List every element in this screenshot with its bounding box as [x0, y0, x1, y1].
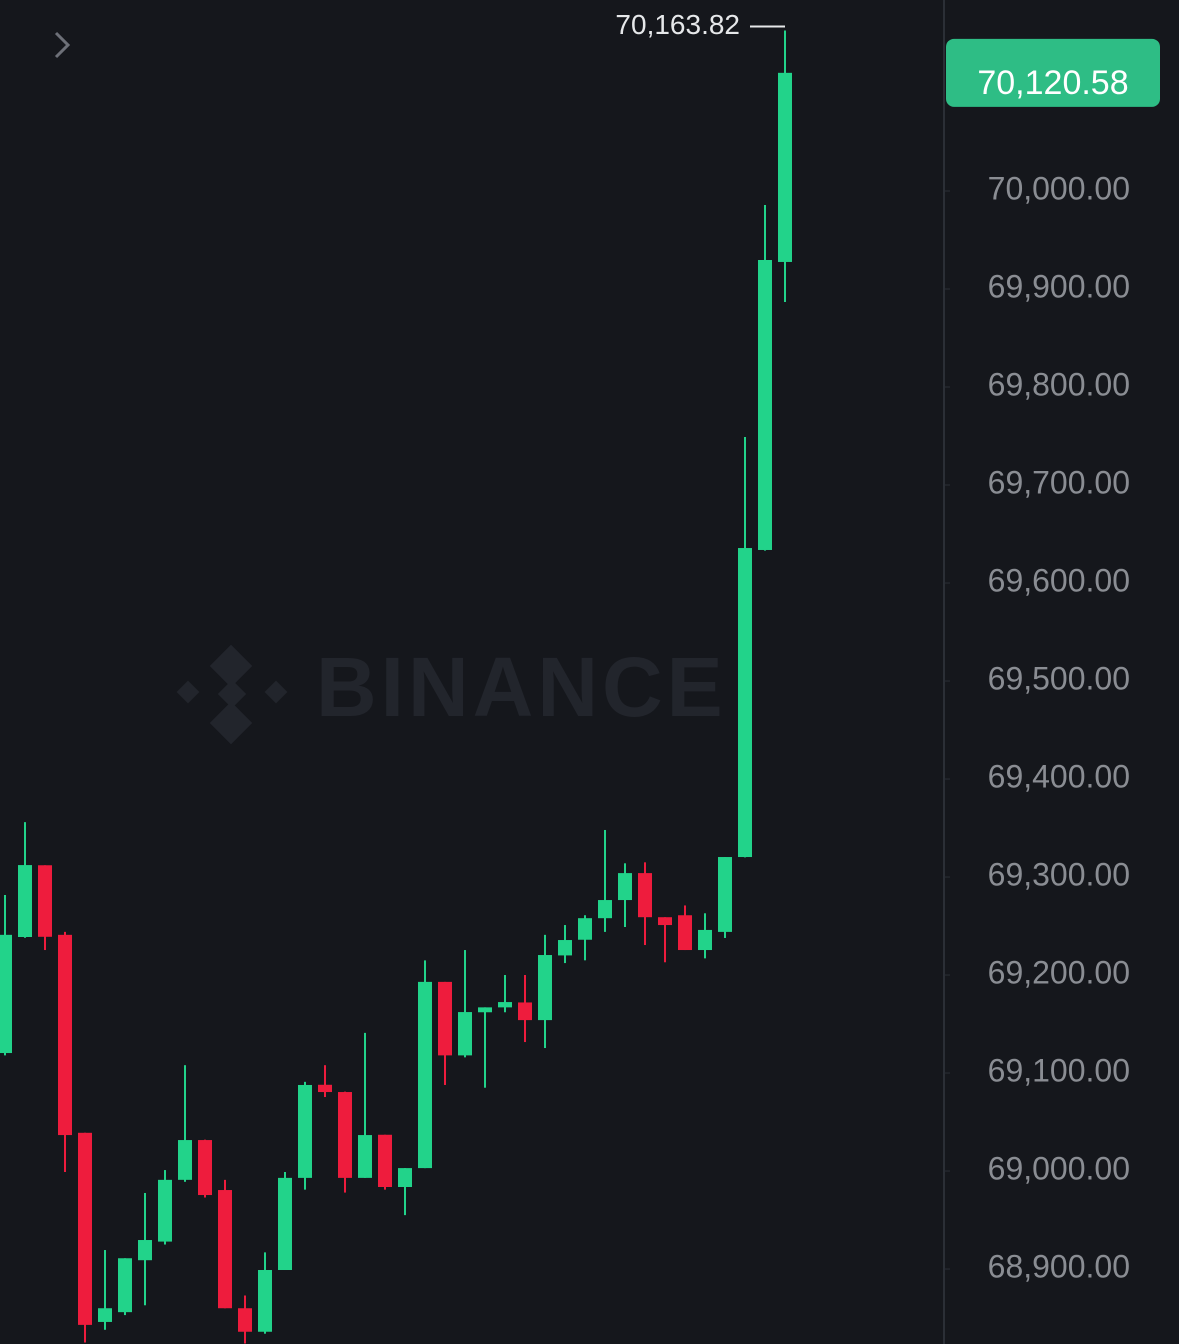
candle-body [318, 1084, 332, 1093]
y-tick-label: 69,200.00 [988, 954, 1130, 990]
candle-body [478, 1007, 492, 1013]
candle-body [438, 981, 452, 1056]
candle-body [298, 1084, 312, 1178]
candle-body [178, 1140, 192, 1180]
candle-body [638, 873, 652, 918]
candle-body [458, 1012, 472, 1056]
candle-body [518, 1002, 532, 1021]
candle-body [0, 934, 12, 1054]
candle-body [118, 1258, 132, 1313]
expand-chevron[interactable] [54, 31, 71, 59]
candle-body [18, 865, 32, 937]
candle-body [658, 917, 672, 926]
candle-body [78, 1132, 92, 1325]
last-price-box [946, 38, 1160, 107]
y-tick-label: 69,400.00 [988, 758, 1130, 794]
candle-body [158, 1179, 172, 1242]
candle-body [38, 865, 52, 937]
candle-body [98, 1308, 112, 1322]
y-tick-label: 69,100.00 [988, 1052, 1130, 1088]
candle-body [398, 1168, 412, 1188]
candle-body [278, 1177, 292, 1271]
candle-body [538, 955, 552, 1021]
y-tick-label: 69,900.00 [988, 268, 1130, 304]
candle-body [558, 940, 572, 956]
high-marker-label: 70,163.82 [615, 9, 740, 40]
candle-body [138, 1240, 152, 1261]
candle-body [198, 1140, 212, 1196]
y-tick-label: 69,000.00 [988, 1150, 1130, 1186]
candle-body [238, 1308, 252, 1332]
y-tick-label: 69,500.00 [988, 660, 1130, 696]
candle-body [578, 918, 592, 940]
candle-body [718, 857, 732, 932]
y-tick-label: 68,900.00 [988, 1248, 1130, 1284]
candle-body [338, 1092, 352, 1178]
candle-body [618, 873, 632, 901]
candle-body [378, 1134, 392, 1188]
y-tick-label: 70,000.00 [988, 170, 1130, 206]
candle-body [778, 72, 792, 262]
y-tick-label: 69,700.00 [988, 464, 1130, 500]
y-tick-label: 69,600.00 [988, 562, 1130, 598]
candle-body [678, 915, 692, 951]
candle-body [498, 1002, 512, 1008]
last-price-label: 70,120.58 [977, 64, 1128, 102]
candle-body [738, 548, 752, 858]
candle-body [358, 1135, 372, 1178]
candle-body [218, 1190, 232, 1309]
candle-body [598, 900, 612, 919]
candle-body [418, 981, 432, 1169]
y-tick-label: 69,800.00 [988, 366, 1130, 402]
y-tick-label: 69,300.00 [988, 856, 1130, 892]
watermark: BINANCE [316, 640, 727, 734]
candle-body [698, 929, 712, 951]
candle-body [258, 1270, 272, 1332]
candle-body [58, 934, 72, 1136]
candle-body [758, 259, 772, 550]
